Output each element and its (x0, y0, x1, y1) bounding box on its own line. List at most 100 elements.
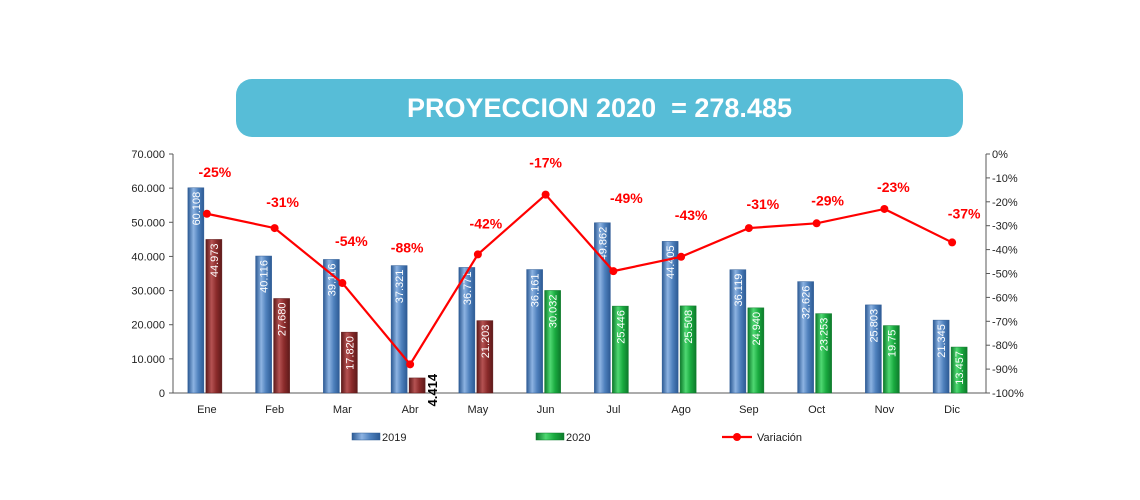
bar-2019 (865, 304, 882, 394)
bar-2019 (932, 319, 950, 394)
x-tick-label: Ene (197, 404, 217, 416)
legend-label-2020: 2020 (566, 432, 590, 444)
bar-label-2020: 25.446 (615, 310, 627, 344)
bar-2020 (476, 320, 494, 394)
bar-label-2020: 19.75 (886, 330, 898, 358)
y-tick-label: 40.000 (131, 251, 165, 263)
y2-tick-label: -100% (992, 388, 1024, 400)
bar-2020 (815, 313, 832, 394)
bar-2020 (273, 298, 290, 394)
bar-label-2019: 32.626 (801, 286, 813, 320)
bar-2019 (797, 281, 814, 394)
y-tick-label: 30.000 (131, 286, 165, 298)
x-tick-label: Nov (875, 404, 895, 416)
y-tick-label: 0 (159, 388, 165, 400)
bar-label-2019: 36.161 (530, 274, 542, 308)
bar-2020 (679, 305, 697, 394)
variation-label: -37% (948, 205, 981, 221)
bar-label-2020: 30.032 (548, 294, 560, 328)
bar-label-2019: 36.119 (733, 274, 745, 307)
bar-2019 (187, 187, 205, 394)
bar-label-2019: 36.771 (462, 271, 474, 305)
variation-label: -31% (747, 196, 780, 212)
y2-tick-label: -40% (992, 245, 1018, 257)
x-tick-label: Dic (944, 404, 960, 416)
bar-label-2020: 44.973 (209, 243, 221, 277)
bar-label-2020: 4.414 (425, 373, 440, 406)
bar-2019 (729, 269, 747, 394)
bar-2019 (594, 222, 611, 394)
variation-point (812, 219, 821, 228)
bar-label-2019: 60.108 (191, 192, 203, 226)
variation-label: -54% (335, 233, 368, 249)
x-tick-label: Mar (333, 404, 352, 416)
bar-2020 (747, 307, 765, 394)
bar-label-2019: 37.321 (394, 270, 406, 304)
bar-label-2019: 40.116 (259, 260, 271, 293)
legend-label-2019: 2019 (382, 432, 406, 444)
bar-2019 (255, 255, 272, 394)
x-tick-label: Sep (739, 404, 759, 416)
bar-2019 (390, 265, 408, 394)
variation-point (948, 238, 957, 247)
variation-label: -31% (266, 194, 299, 210)
bar-2019 (526, 269, 543, 394)
variation-label: -29% (811, 192, 844, 208)
legend-swatch-2020 (535, 432, 565, 441)
y2-tick-label: -90% (992, 364, 1018, 376)
bar-2020 (341, 331, 358, 394)
variation-point (202, 209, 211, 218)
bar-label-2020: 17.820 (344, 336, 356, 370)
bar-label-2020: 25.508 (683, 310, 695, 344)
x-tick-label: Feb (265, 404, 284, 416)
x-tick-label: Jul (606, 404, 620, 416)
variation-point (270, 224, 279, 233)
variation-point (744, 224, 753, 233)
bar-label-2020: 23.253 (819, 318, 831, 352)
x-tick-label: May (467, 404, 488, 416)
legend-swatch-variacion-dot (733, 433, 741, 441)
bar-label-2020: 27.680 (277, 302, 289, 336)
bar-2019 (323, 259, 340, 394)
variation-label: -23% (877, 179, 910, 195)
y2-tick-label: -30% (992, 221, 1018, 233)
y2-tick-label: -60% (992, 292, 1018, 304)
variation-label: -43% (675, 207, 708, 223)
bar-label-2019: 49.862 (597, 227, 609, 261)
bar-2020 (205, 239, 223, 394)
y2-tick-label: -70% (992, 316, 1018, 328)
y2-tick-label: -50% (992, 269, 1018, 281)
variation-point (338, 279, 347, 288)
variation-point (677, 252, 686, 261)
bar-2019 (458, 267, 476, 394)
bar-label-2019: 21.345 (936, 324, 948, 358)
projection-banner: PROYECCION 2020 = 278.485 (236, 79, 963, 137)
bar-label-2020: 13.457 (954, 351, 966, 385)
bar-2020 (408, 377, 426, 394)
bar-2020 (612, 305, 629, 394)
y-tick-label: 60.000 (131, 183, 165, 195)
bar-label-2020: 21.203 (480, 325, 492, 359)
y-tick-label: 20.000 (131, 320, 165, 332)
variation-point (609, 267, 618, 276)
y2-tick-label: -20% (992, 197, 1018, 209)
projection-title: PROYECCION 2020 = 278.485 (407, 92, 792, 123)
variation-label: -49% (610, 190, 643, 206)
bar-label-2019: 44.405 (665, 245, 677, 279)
x-tick-label: Ago (671, 404, 691, 416)
x-tick-label: Abr (402, 404, 419, 416)
bar-2020 (883, 325, 900, 394)
variation-point (880, 204, 889, 213)
y-tick-label: 10.000 (131, 354, 165, 366)
bar-2020 (950, 346, 968, 394)
x-tick-label: Oct (808, 404, 825, 416)
y2-tick-label: -80% (992, 340, 1018, 352)
variation-point (406, 360, 415, 369)
y2-tick-label: -10% (992, 173, 1018, 185)
bar-2020 (544, 290, 561, 394)
bar-2019 (661, 241, 679, 394)
y-tick-label: 50.000 (131, 217, 165, 229)
legend-label-variacion: Variación (757, 432, 802, 444)
variation-label: -88% (391, 239, 424, 255)
